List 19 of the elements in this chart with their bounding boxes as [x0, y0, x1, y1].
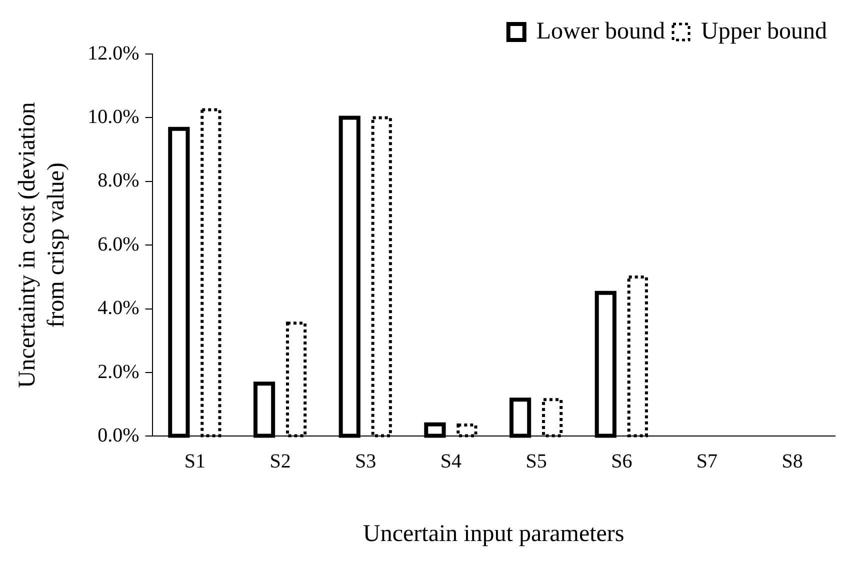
y-tick-label: 0.0%: [98, 424, 140, 446]
y-tick-label: 2.0%: [98, 360, 140, 383]
legend-label: Upper bound: [701, 18, 828, 44]
x-tick-label: S1: [184, 450, 206, 472]
y-axis-title: Uncertainty in cost (deviation from crisp value): [14, 102, 70, 388]
x-axis-title: Uncertain input parameters: [363, 520, 624, 547]
x-tick-label: S8: [782, 450, 803, 472]
y-tick-label: 4.0%: [98, 297, 140, 320]
y-tick-label: 8.0%: [98, 170, 140, 192]
x-tick-label: S4: [440, 450, 462, 472]
x-tick-label: S2: [270, 450, 291, 472]
legend-label: Lower bound: [536, 18, 666, 44]
x-tick-label: S3: [355, 450, 376, 472]
x-tick-label: S6: [611, 450, 632, 472]
y-tick-label: 6.0%: [98, 233, 140, 256]
x-tick-label: S5: [526, 450, 547, 472]
y-tick-label: 12.0%: [88, 42, 140, 64]
x-tick-label: S7: [696, 450, 718, 472]
y-tick-label: 10.0%: [88, 106, 140, 128]
